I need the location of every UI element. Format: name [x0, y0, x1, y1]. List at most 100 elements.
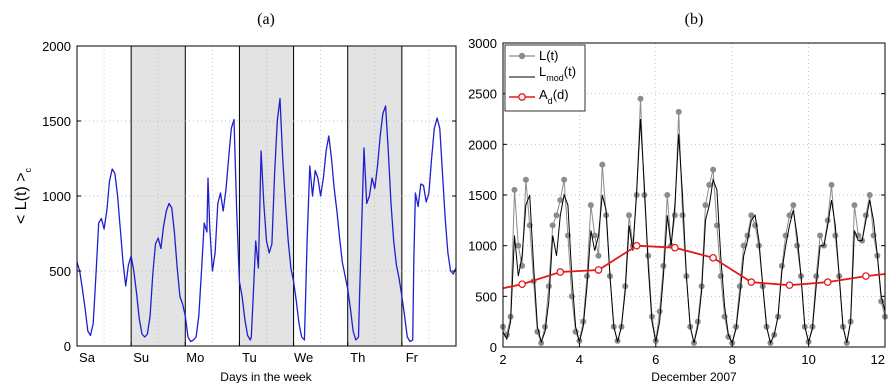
xtick-label-6: Fr [406, 350, 419, 365]
panel-b-xlabel: December 2007 [651, 370, 737, 383]
series-L-point [626, 212, 633, 219]
series-L-point [660, 262, 667, 269]
series-Ad-point [785, 281, 794, 290]
series-L-point [587, 202, 594, 209]
xtick-label-0: Sa [79, 350, 96, 365]
legend-label-L-main: L(t) [539, 48, 559, 63]
series-L-point [522, 176, 529, 183]
panel-a-ticks: 0 500 1000 1500 2000 Sa Su Mo Tu We Th Fr [42, 39, 456, 365]
series-L-point [515, 242, 522, 249]
series-L-point [862, 212, 869, 219]
weekday-shade-0 [131, 46, 186, 346]
panel-b-grid [503, 43, 885, 347]
ytick-label-5: 2500 [468, 87, 497, 102]
legend-label-L: L(t) [539, 48, 559, 63]
ytick-label-1: 500 [475, 289, 497, 304]
series-L-point [679, 212, 686, 219]
series-L-point [744, 232, 751, 239]
series-L-point [866, 192, 873, 198]
legend-label-Lmod-suffix: (t) [564, 64, 576, 79]
series-L-point [832, 232, 839, 239]
series-L-point [740, 242, 747, 249]
series-L-point [545, 283, 552, 290]
ytick-label-3: 1500 [42, 114, 71, 129]
series-L-point [786, 212, 793, 219]
xtick-label-0: 2 [499, 352, 506, 367]
panel-b: 0 500 1000 1500 2000 2500 3000 2 4 6 8 10 12 (b) Dec… [468, 11, 888, 383]
series-L-point [794, 242, 801, 249]
xtick-label-5: 12 [871, 352, 885, 367]
series-L-point [828, 181, 835, 188]
panel-a-series [76, 97, 457, 343]
series-L-point [790, 202, 797, 209]
panel-b-title: (b) [685, 11, 704, 28]
series-L-point [553, 212, 560, 219]
xtick-label-4: We [294, 350, 313, 365]
panel-b-ticks: 0 500 1000 1500 2000 2500 3000 2 4 6 8 10 12 [468, 36, 886, 367]
panel-a-xlabel: Days in the week [220, 370, 312, 383]
xtick-label-1: 4 [576, 352, 583, 367]
xtick-label-3: 8 [729, 352, 736, 367]
series-L-point [851, 202, 858, 209]
legend-label-Lmod-main: L [539, 64, 546, 79]
series-Ad-point [671, 243, 679, 252]
legend-marker-Ad [518, 93, 526, 101]
series-Ad-point [518, 280, 526, 289]
series-Lmod-line [502, 118, 886, 345]
series-L-point [675, 108, 682, 115]
ytick-label-2: 1000 [42, 189, 71, 204]
panel-a-ylabel-group: < L(t) >c [13, 167, 33, 224]
panel-a-ylabel-main: < L(t) > [13, 172, 30, 224]
xtick-label-3: Tu [242, 350, 257, 365]
panel-a-ylabel: < L(t) >c [13, 167, 33, 224]
series-line-0 [76, 97, 457, 343]
legend-label-Ad-main: A [539, 87, 548, 102]
series-L-point [813, 273, 820, 280]
series-Ad-point [594, 266, 603, 274]
ytick-label-4: 2000 [468, 137, 497, 152]
series-L-point [824, 217, 831, 224]
legend-marker-L [518, 52, 526, 60]
series-L-point [542, 323, 549, 330]
ytick-label-6: 3000 [468, 36, 497, 51]
panel-b-legend: L(t) Lmod(t) Ad(d) [504, 44, 586, 112]
panel-a: 0 500 1000 1500 2000 Sa Su Mo Tu We Th Fr (a) Days … [13, 11, 457, 383]
ytick-label-0: 0 [490, 340, 497, 355]
series-L-point [561, 176, 568, 183]
series-Ad-point [709, 253, 717, 262]
series-L-point [591, 232, 598, 239]
series-L-point [710, 166, 717, 173]
ytick-label-4: 2000 [42, 39, 71, 54]
ytick-label-2: 1000 [468, 239, 497, 254]
series-L-point [702, 202, 709, 209]
ytick-label-0: 0 [64, 339, 71, 354]
series-L-point [656, 308, 663, 315]
series-L-point [511, 186, 518, 193]
series-L-point [584, 273, 591, 280]
panel-a-title: (a) [257, 11, 275, 28]
series-Ad-point [556, 268, 565, 276]
xtick-label-2: Mo [186, 350, 204, 365]
series-Ad-point [823, 278, 832, 286]
series-Ad-line [502, 244, 886, 290]
series-Ad-point [862, 272, 870, 280]
series-L-point [664, 192, 671, 198]
series-L-point [748, 212, 755, 219]
series-L-point [557, 197, 564, 204]
panel-b-series [500, 95, 888, 346]
series-Ad-point [747, 278, 756, 286]
xtick-label-2: 6 [652, 352, 659, 367]
series-L-point [595, 252, 602, 259]
series-L-point [671, 212, 678, 219]
ytick-label-1: 500 [49, 264, 71, 279]
series-L-point [549, 222, 556, 229]
series-L-point [694, 318, 701, 325]
series-L-point [637, 95, 644, 102]
legend-label-Ad: Ad(d) [539, 87, 569, 106]
panel-a-ylabel-sub: c [23, 167, 33, 172]
legend-label-Lmod: Lmod(t) [539, 64, 576, 83]
xtick-label-5: Th [350, 350, 365, 365]
weekday-shade-2 [347, 46, 402, 346]
series-L-point [706, 181, 713, 188]
